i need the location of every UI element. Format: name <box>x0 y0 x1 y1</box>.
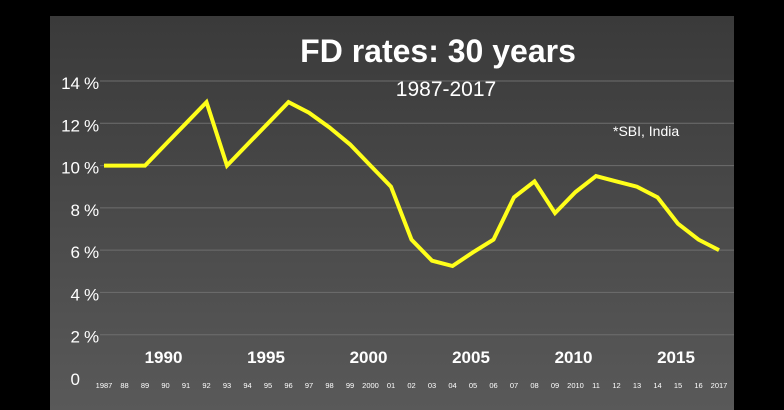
y-tick-label: 0 <box>71 370 80 389</box>
y-tick-unit: % <box>84 201 99 220</box>
x-tick-label: 90 <box>161 381 169 390</box>
x-tick-label: 2017 <box>711 381 728 390</box>
y-tick-unit: % <box>84 159 99 178</box>
x-tick-label: 93 <box>223 381 231 390</box>
chart-subtitle: 1987-2017 <box>396 78 496 101</box>
x-tick-label: 98 <box>325 381 333 390</box>
x-major-label: 1990 <box>145 348 183 367</box>
plot-background <box>50 16 734 410</box>
y-tick-unit: % <box>84 116 99 135</box>
x-tick-label: 15 <box>674 381 682 390</box>
y-tick-label: 2 <box>71 328 80 347</box>
x-tick-label: 09 <box>551 381 559 390</box>
chart-title: FD rates: 30 years <box>300 33 576 69</box>
x-tick-label: 88 <box>120 381 128 390</box>
y-tick-unit: % <box>84 328 99 347</box>
x-tick-label: 01 <box>387 381 395 390</box>
x-tick-label: 2010 <box>567 381 584 390</box>
x-major-labels: 1990 1995 2000 2005 2010 2015 <box>145 348 695 367</box>
x-major-label: 2015 <box>657 348 695 367</box>
series-line <box>104 98 720 269</box>
y-tick-label: 10 <box>61 159 80 178</box>
y-tick-label: 4 <box>71 285 80 304</box>
x-major-label: 2005 <box>452 348 490 367</box>
y-tick-label: 12 <box>61 116 80 135</box>
x-tick-label: 02 <box>407 381 415 390</box>
x-tick-label: 12 <box>612 381 620 390</box>
y-tick-unit: % <box>84 74 99 93</box>
x-major-label: 2010 <box>555 348 593 367</box>
y-tick-unit: % <box>84 285 99 304</box>
x-tick-label: 06 <box>489 381 497 390</box>
x-tick-label: 07 <box>510 381 518 390</box>
x-tick-label: 16 <box>694 381 702 390</box>
x-tick-label: 94 <box>243 381 251 390</box>
y-tick-label: 8 <box>71 201 80 220</box>
x-axis: 1987 88 89 90 91 92 93 94 95 96 97 98 99 2000 01 02 03 04… <box>96 381 728 390</box>
y-tick-label: 14 <box>61 74 80 93</box>
x-tick-label: 14 <box>653 381 661 390</box>
x-major-label: 1995 <box>247 348 285 367</box>
source-annotation: *SBI, India <box>613 123 679 139</box>
x-tick-label: 1987 <box>96 381 113 390</box>
y-tick-unit: % <box>84 243 99 262</box>
x-tick-label: 13 <box>633 381 641 390</box>
x-tick-label: 89 <box>141 381 149 390</box>
x-tick-label: 96 <box>284 381 292 390</box>
x-tick-label: 99 <box>346 381 354 390</box>
grid-lines <box>100 80 734 336</box>
y-axis: 02 %4 %6 %8 %10 %12 %14% <box>61 74 99 389</box>
x-tick-label: 05 <box>469 381 477 390</box>
x-tick-label: 04 <box>448 381 456 390</box>
x-tick-label: 2000 <box>362 381 379 390</box>
x-tick-label: 03 <box>428 381 436 390</box>
x-tick-label: 97 <box>305 381 313 390</box>
y-tick-label: 6 <box>71 243 80 262</box>
x-tick-label: 95 <box>264 381 272 390</box>
x-tick-label: 92 <box>202 381 210 390</box>
x-tick-label: 08 <box>530 381 538 390</box>
x-tick-label: 91 <box>182 381 190 390</box>
x-major-label: 2000 <box>350 348 388 367</box>
x-tick-label: 11 <box>592 381 600 390</box>
